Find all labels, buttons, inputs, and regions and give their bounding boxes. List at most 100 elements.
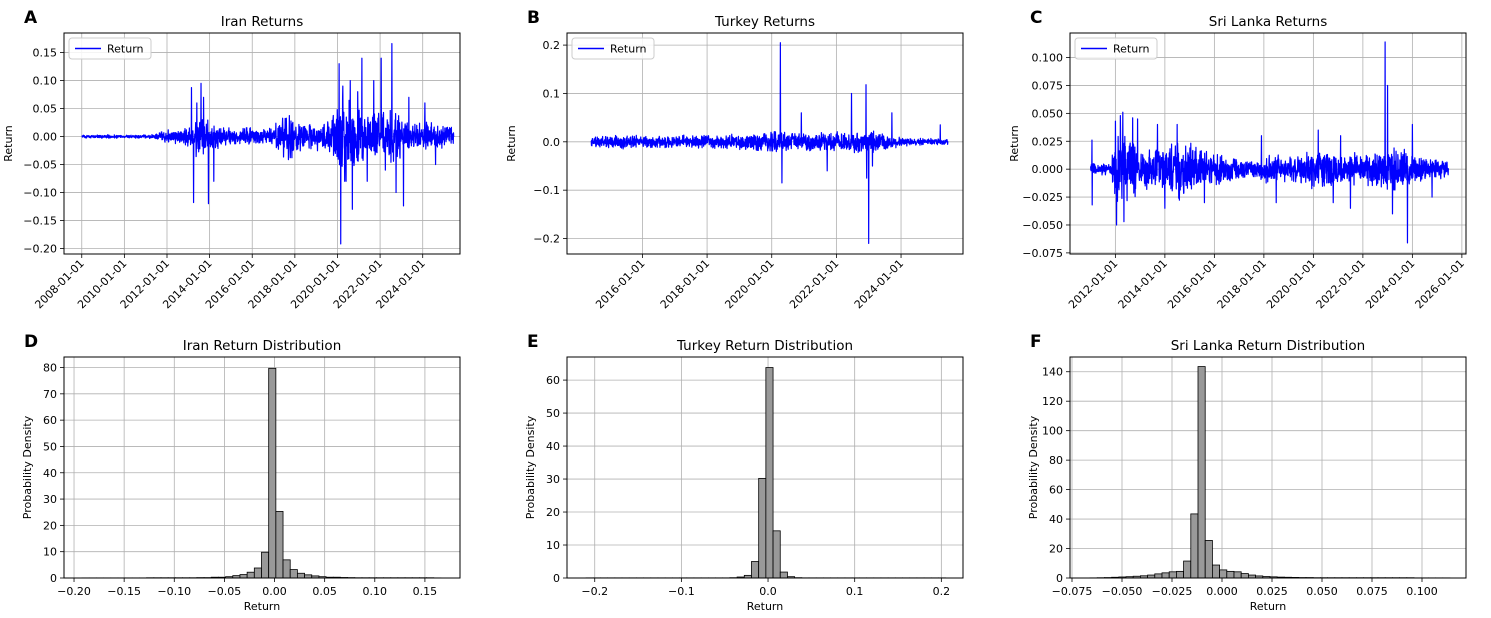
y-tick-label: −0.15 [23,214,57,227]
x-tick-label: 2012-01-01 [1066,257,1120,311]
x-tick-label: 2022-01-01 [787,257,841,311]
return-line-series [81,43,455,245]
y-tick-label: −0.05 [23,158,57,171]
y-tick-label: 0.15 [33,47,58,60]
y-tick-label: −0.2 [533,233,560,246]
histogram-bar [772,530,781,579]
y-tick-label: 20 [1049,543,1063,556]
x-tick-label: 2026-01-01 [1413,257,1467,311]
x-tick-label: 2020-01-01 [1264,257,1318,311]
x-tick-label: 0.2 [933,585,951,598]
histogram-bar [1204,540,1213,579]
histogram-bar [253,567,262,579]
panel-label: C [1030,8,1042,28]
x-tick-label: 0.15 [413,585,438,598]
axes-frame [566,32,964,255]
chart-panel-f: −0.075 −0.050 −0.025 0.000 0.025 0.050 0.075 0.… [1027,332,1467,613]
axes-frame [1069,32,1467,255]
legend-label: Return [107,43,144,56]
x-tick-label: 0.10 [363,585,388,598]
y-tick-label: 0 [553,572,560,585]
x-tick-label: 2016-01-01 [1165,257,1219,311]
x-tick-label: 2024-01-01 [1363,257,1417,311]
histogram-bar [275,511,284,579]
y-axis-label: Probability Density [524,415,537,519]
chart-title: Sri Lanka Returns [1209,14,1328,30]
y-tick-label: −0.10 [23,186,57,199]
y-tick-label: −0.050 [1022,219,1063,232]
y-tick-label: 40 [1049,513,1063,526]
y-axis-label: Probability Density [21,415,34,519]
y-tick-label: 0.025 [1032,135,1064,148]
panel-label: E [527,332,539,352]
y-tick-label: 30 [43,493,57,506]
x-tick-label: −0.075 [1052,585,1093,598]
histogram-bar [1197,366,1206,579]
y-tick-label: 10 [43,546,57,559]
x-tick-label: 2020-01-01 [722,257,776,311]
x-tick-label: −0.050 [1102,585,1143,598]
histogram-bar [1219,569,1228,579]
y-tick-label: 50 [546,407,560,420]
x-tick-label: 0.025 [1256,585,1288,598]
panel-label: A [24,8,38,28]
y-tick-label: 0.00 [33,131,58,144]
y-tick-label: 0.2 [543,39,561,52]
histogram-bar [296,572,305,579]
y-tick-label: 20 [43,519,57,532]
x-tick-label: −0.2 [581,585,608,598]
histogram-bar [246,571,255,579]
y-tick-label: 10 [546,539,560,552]
y-tick-label: 20 [546,506,560,519]
y-tick-label: 0.0 [543,136,561,149]
return-line-series [1090,41,1449,244]
x-tick-label: −0.1 [668,585,695,598]
histogram-bar [765,367,774,579]
x-tick-label: 2014-01-01 [1116,257,1170,311]
y-axis-label: Return [2,125,15,162]
x-tick-label: 2022-01-01 [1314,257,1368,311]
histogram-bar [1154,573,1163,579]
return-line-series [590,42,949,244]
histogram-bar [1190,513,1199,579]
y-axis-label: Probability Density [1027,415,1040,519]
y-tick-label: 0.1 [543,87,561,100]
y-tick-label: 0.10 [33,75,58,88]
histogram-bar [751,561,760,579]
y-tick-label: 0.075 [1032,79,1064,92]
legend-label: Return [610,43,647,56]
y-tick-label: 0.000 [1032,163,1064,176]
x-tick-label: −0.20 [57,585,91,598]
x-tick-label: 0.00 [262,585,287,598]
y-tick-label: −0.075 [1022,247,1063,260]
histogram-bar [268,367,277,579]
y-tick-label: 60 [1049,484,1063,497]
x-axis-label: Return [1250,600,1287,613]
x-tick-label: −0.05 [208,585,242,598]
histogram-bar [289,569,298,579]
panel-label: F [1030,332,1042,352]
chart-panel-c: 2012-01-012014-01-012016-01-012018-01-01… [1008,8,1467,311]
chart-title: Iran Returns [221,14,303,30]
y-tick-label: 0 [1056,572,1063,585]
y-tick-label: 40 [546,440,560,453]
histogram-bar [779,571,788,579]
y-tick-label: 0.05 [33,103,58,116]
histogram-bar [1226,570,1235,579]
chart-title: Sri Lanka Return Distribution [1171,338,1366,354]
chart-title: Turkey Returns [714,14,815,30]
histogram-bar [261,551,270,579]
legend-label: Return [1113,43,1150,56]
axes-frame [63,356,461,579]
x-tick-label: 0.075 [1356,585,1388,598]
x-axis-label: Return [747,600,784,613]
histogram-bar [1168,571,1177,579]
x-tick-label: 2018-01-01 [658,257,712,311]
axes-frame [566,356,964,579]
chart-title: Turkey Return Distribution [676,338,853,354]
y-tick-label: 60 [546,374,560,387]
y-axis-label: Return [1008,125,1021,162]
y-axis-label: Return [505,125,518,162]
histogram-bar [1212,564,1221,579]
y-tick-label: −0.1 [533,184,560,197]
